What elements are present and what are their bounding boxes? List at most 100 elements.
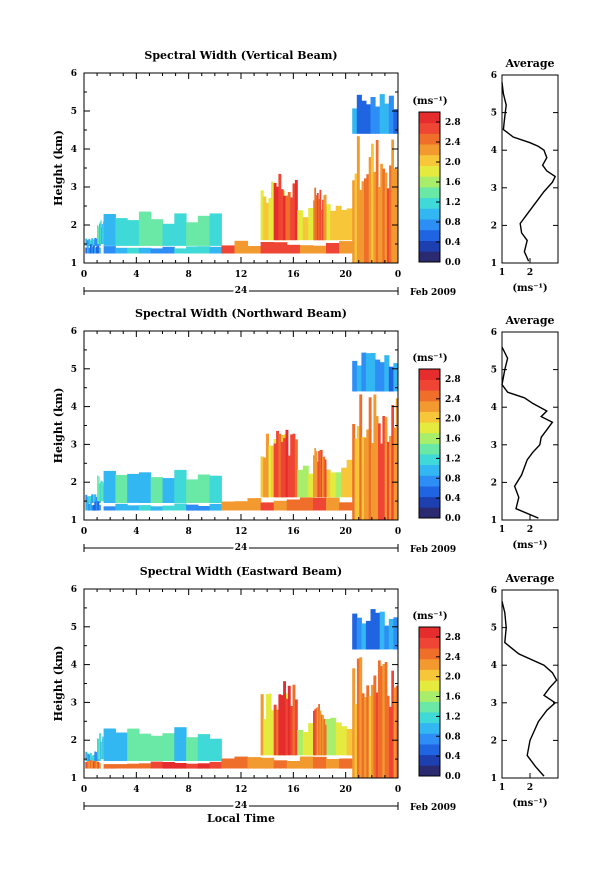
heatmap-field [85,352,399,520]
average-x-label: (ms⁻¹) [512,283,547,294]
heatmap-cell [393,109,399,134]
heatmap-cell [265,433,269,498]
y-tick-label: 2 [71,221,77,231]
heatmap-cell [287,192,291,241]
heatmap-cell [322,457,324,498]
heatmap-cell [292,183,296,241]
average-y-tick-label: 2 [491,478,497,488]
colorbar-tick-label: 2.4 [445,395,461,405]
heatmap-cell [263,457,267,498]
heatmap-cell [386,188,390,263]
heatmap-cell [386,695,390,778]
heatmap-cell [313,200,315,241]
chart-title: Spectral Width (Vertical Beam) [144,49,337,62]
heatmap-cell [294,179,298,241]
heatmap-cell [290,706,294,756]
heatmap-cell [85,247,88,254]
heatmap-cell [365,353,371,392]
colorbar-swatch [419,486,440,498]
heatmap-cell [359,394,363,520]
heatmap-cell [352,424,356,520]
average-y-tick-label: 4 [491,146,497,156]
heatmap-cell [318,198,320,241]
heatmap-cell [395,398,399,520]
colorbar-unit: (ms⁻¹) [412,96,447,107]
heatmap-cell [319,449,322,498]
heatmap-cell [99,222,101,244]
colorbar-swatch [419,669,440,681]
date-day-label: 24 [235,543,248,553]
heatmap-cell [393,363,399,392]
heatmap-cell [115,474,128,503]
average-frame [501,74,559,264]
colorbar-swatch [419,390,440,402]
x-tick-label: 8 [186,527,192,537]
heatmap-cell [88,760,91,769]
average-x-label: (ms⁻¹) [512,798,547,809]
colorbar-swatch [419,454,440,466]
heatmap-cell [197,763,211,769]
heatmap-cell [92,245,95,254]
heatmap-cell [103,764,116,769]
heatmap-cell [138,505,152,511]
colorbar-tick-label: 0.8 [445,732,461,742]
heatmap-cell [318,704,320,756]
heatmap-cell [95,761,98,769]
heatmap-cell [380,443,383,520]
heatmap-cell [290,434,294,498]
y-tick-label: 1 [71,259,77,269]
heatmap-cell [103,214,116,246]
heatmap-cell [94,247,97,254]
heatmap-cell [273,760,288,769]
heatmap-cell [315,451,318,498]
x-tick-label: 0 [81,785,87,795]
heatmap-cell [346,208,353,241]
heatmap-cell [186,763,199,769]
heatmap-cell [103,470,116,503]
heatmap-cell [283,195,286,241]
y-tick-label: 5 [71,365,77,375]
heatmap-cell [99,733,101,760]
colorbar-tick-label: 0.0 [445,514,461,524]
heatmap-cell [375,416,379,520]
heatmap-cell [352,360,358,392]
heatmap-cell [356,426,360,520]
heatmap-cell [352,668,356,778]
heatmap-cell [89,759,92,769]
colorbar-swatch [419,475,440,487]
colorbar-swatch [419,637,440,649]
heatmap-cell [268,198,272,241]
colorbar-swatch [419,443,440,455]
heatmap-cell [91,505,94,511]
average-x-tick-label: 2 [527,268,533,278]
colorbar-swatch [419,712,440,724]
heatmap-cell [371,143,374,263]
heatmap-cell [98,763,101,769]
x-tick-label: 16 [287,270,300,280]
heatmap-cell [260,757,275,769]
average-y-tick-label: 1 [491,259,497,269]
heatmap-cell [115,218,128,246]
heatmap-cell [382,664,386,778]
heatmap-cell [384,172,388,263]
heatmap-cell [115,764,128,769]
y-tick-label: 5 [71,623,77,633]
x-tick-label: 8 [186,270,192,280]
heatmap-cell [370,609,376,650]
heatmap-cell [91,494,94,503]
heatmap-cell [395,685,399,778]
heatmap-cell [92,239,95,246]
heatmap-cell [373,394,377,520]
heatmap-cell [314,448,317,498]
x-tick-label: 12 [235,527,248,537]
heatmap-cell [388,619,394,650]
heatmap-cell [92,755,95,761]
x-axis-label: Local Time [207,812,275,825]
heatmap-cell [322,199,324,241]
heatmap-cell [316,461,319,498]
colorbar-tick-label: 2.8 [445,375,461,385]
heatmap-cell [313,245,327,254]
heatmap-cell [260,242,275,254]
average-y-tick-label: 5 [491,109,497,119]
heatmap-cell [280,441,284,498]
